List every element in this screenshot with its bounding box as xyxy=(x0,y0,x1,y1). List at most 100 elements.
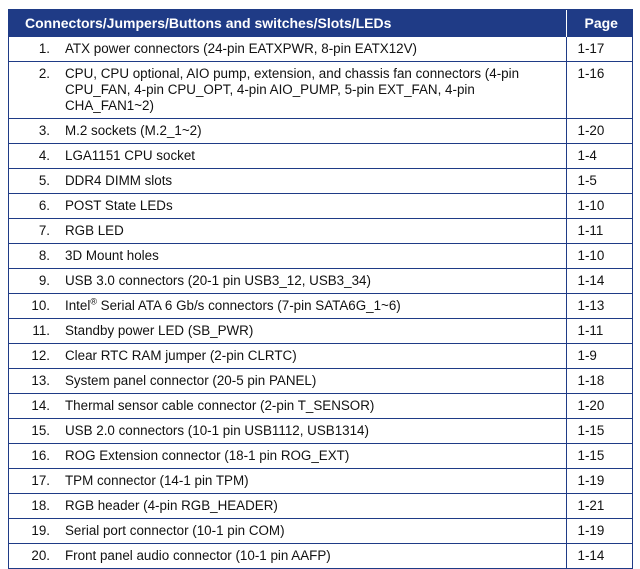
page-column-header: Page xyxy=(566,10,632,37)
row-number: 9. xyxy=(38,273,50,288)
page-cell: 1-11 xyxy=(566,218,632,244)
description-cell: 15. USB 2.0 connectors (10-1 pin USB1112,… xyxy=(9,418,567,444)
table-row: 17. TPM connector (14-1 pin TPM) 1-19 xyxy=(9,468,632,494)
description-cell: 11. Standby power LED (SB_PWR) xyxy=(9,318,567,344)
row-number: 14. xyxy=(31,398,50,413)
table-row: 13. System panel connector (20-5 pin PANE… xyxy=(9,368,632,394)
page-cell: 1-10 xyxy=(566,193,632,219)
row-description: ROG Extension connector (18-1 pin ROG_EX… xyxy=(65,448,350,463)
row-description: USB 2.0 connectors (10-1 pin USB1112, US… xyxy=(65,423,369,438)
page-cell: 1-4 xyxy=(566,143,632,169)
table-row: 7. RGB LED 1-11 xyxy=(9,218,632,244)
row-description: M.2 sockets (M.2_1~2) xyxy=(65,123,202,138)
row-number: 15. xyxy=(31,423,50,438)
page-cell: 1-15 xyxy=(566,443,632,469)
row-description-brand: Intel xyxy=(65,298,91,313)
table-row: 3. M.2 sockets (M.2_1~2) 1-20 xyxy=(9,118,632,144)
page-cell: 1-14 xyxy=(566,543,632,568)
table-row: 9. USB 3.0 connectors (20-1 pin USB3_12, … xyxy=(9,268,632,294)
table-row: 18. RGB header (4-pin RGB_HEADER) 1-21 xyxy=(9,493,632,519)
table-row: 14. Thermal sensor cable connector (2-pin… xyxy=(9,393,632,419)
row-description: RGB LED xyxy=(65,223,124,238)
page-cell: 1-15 xyxy=(566,418,632,444)
table-row: 2. CPU, CPU optional, AIO pump, extension… xyxy=(9,61,632,119)
description-cell: 9. USB 3.0 connectors (20-1 pin USB3_12, … xyxy=(9,268,567,294)
row-number: 11. xyxy=(32,323,50,338)
row-description: TPM connector (14-1 pin TPM) xyxy=(65,473,249,488)
page-cell: 1-14 xyxy=(566,268,632,294)
table-row: 6. POST State LEDs 1-10 xyxy=(9,193,632,219)
page-cell: 1-17 xyxy=(566,36,632,62)
table-header-row: Connectors/Jumpers/Buttons and switches/… xyxy=(9,10,632,37)
table-row: 5. DDR4 DIMM slots 1-5 xyxy=(9,168,632,194)
page-cell: 1-13 xyxy=(566,293,632,319)
row-number: 20. xyxy=(31,548,50,563)
table-row: 8. 3D Mount holes 1-10 xyxy=(9,243,632,269)
description-cell: 19. Serial port connector (10-1 pin COM) xyxy=(9,518,567,544)
row-description: LGA1151 CPU socket xyxy=(65,148,196,163)
row-number: 2. xyxy=(38,66,50,81)
row-number: 8. xyxy=(38,248,50,263)
description-cell: 10. Intel® Serial ATA 6 Gb/s connectors (… xyxy=(9,293,567,319)
row-number: 4. xyxy=(38,148,50,163)
description-cell: 18. RGB header (4-pin RGB_HEADER) xyxy=(9,493,567,519)
table-row: 20. Front panel audio connector (10-1 pin… xyxy=(9,543,632,568)
description-cell: 1. ATX power connectors (24-pin EATXPWR, … xyxy=(9,36,567,62)
description-cell: 13. System panel connector (20-5 pin PANE… xyxy=(9,368,567,394)
table-row: 4. LGA1151 CPU socket 1-4 xyxy=(9,143,632,169)
description-cell: 7. RGB LED xyxy=(9,218,567,244)
description-cell: 5. DDR4 DIMM slots xyxy=(9,168,567,194)
row-description: DDR4 DIMM slots xyxy=(65,173,173,188)
row-number: 16. xyxy=(31,448,50,463)
page-cell: 1-5 xyxy=(566,168,632,194)
connector-table-grid: Connectors/Jumpers/Buttons and switches/… xyxy=(9,10,632,568)
page-cell: 1-19 xyxy=(566,468,632,494)
row-description: System panel connector (20-5 pin PANEL) xyxy=(65,373,317,388)
description-cell: 8. 3D Mount holes xyxy=(9,243,567,269)
description-cell: 14. Thermal sensor cable connector (2-pin… xyxy=(9,393,567,419)
row-description: 3D Mount holes xyxy=(65,248,159,263)
page-cell: 1-21 xyxy=(566,493,632,519)
description-cell: 3. M.2 sockets (M.2_1~2) xyxy=(9,118,567,144)
row-description: Front panel audio connector (10-1 pin AA… xyxy=(65,548,331,563)
row-number: 18. xyxy=(31,498,50,513)
row-number: 7. xyxy=(38,223,50,238)
row-description: ATX power connectors (24-pin EATXPWR, 8-… xyxy=(65,41,418,56)
page-cell: 1-10 xyxy=(566,243,632,269)
page-cell: 1-18 xyxy=(566,368,632,394)
description-cell: 12. Clear RTC RAM jumper (2-pin CLRTC) xyxy=(9,343,567,369)
row-number: 12. xyxy=(31,348,50,363)
row-description: USB 3.0 connectors (20-1 pin USB3_12, US… xyxy=(65,273,371,288)
row-number: 19. xyxy=(31,523,50,538)
table-row: 11. Standby power LED (SB_PWR) 1-11 xyxy=(9,318,632,344)
table-row: 16. ROG Extension connector (18-1 pin ROG… xyxy=(9,443,632,469)
description-cell: 6. POST State LEDs xyxy=(9,193,567,219)
table-row: 19. Serial port connector (10-1 pin COM) … xyxy=(9,518,632,544)
table-row: 15. USB 2.0 connectors (10-1 pin USB1112,… xyxy=(9,418,632,444)
row-description: Intel® Serial ATA 6 Gb/s connectors (7-p… xyxy=(50,296,565,314)
description-cell: 17. TPM connector (14-1 pin TPM) xyxy=(9,468,567,494)
row-description: Serial port connector (10-1 pin COM) xyxy=(65,523,285,538)
page-cell: 1-9 xyxy=(566,343,632,369)
row-number: 13. xyxy=(31,373,50,388)
description-cell: 20. Front panel audio connector (10-1 pin… xyxy=(9,543,567,568)
row-description: RGB header (4-pin RGB_HEADER) xyxy=(65,498,278,513)
row-description: CPU, CPU optional, AIO pump, extension, … xyxy=(65,66,520,113)
page-cell: 1-19 xyxy=(566,518,632,544)
description-cell: 16. ROG Extension connector (18-1 pin ROG… xyxy=(9,443,567,469)
page-cell: 1-11 xyxy=(566,318,632,344)
row-description: Standby power LED (SB_PWR) xyxy=(65,323,254,338)
row-description: Thermal sensor cable connector (2-pin T_… xyxy=(65,398,375,413)
description-cell: 4. LGA1151 CPU socket xyxy=(9,143,567,169)
row-number: 1. xyxy=(38,41,50,56)
row-number: 10. xyxy=(31,298,50,313)
row-description: Clear RTC RAM jumper (2-pin CLRTC) xyxy=(65,348,297,363)
page-cell: 1-20 xyxy=(566,393,632,419)
table-row: 1. ATX power connectors (24-pin EATXPWR, … xyxy=(9,36,632,62)
table-row: 12. Clear RTC RAM jumper (2-pin CLRTC) 1-… xyxy=(9,343,632,369)
page-cell: 1-20 xyxy=(566,118,632,144)
table-row: 10. Intel® Serial ATA 6 Gb/s connectors (… xyxy=(9,293,632,319)
description-cell: 2. CPU, CPU optional, AIO pump, extension… xyxy=(9,61,567,119)
row-description-rest: Serial ATA 6 Gb/s connectors (7-pin SATA… xyxy=(96,298,401,313)
registered-trademark-mark: ® xyxy=(90,296,97,307)
